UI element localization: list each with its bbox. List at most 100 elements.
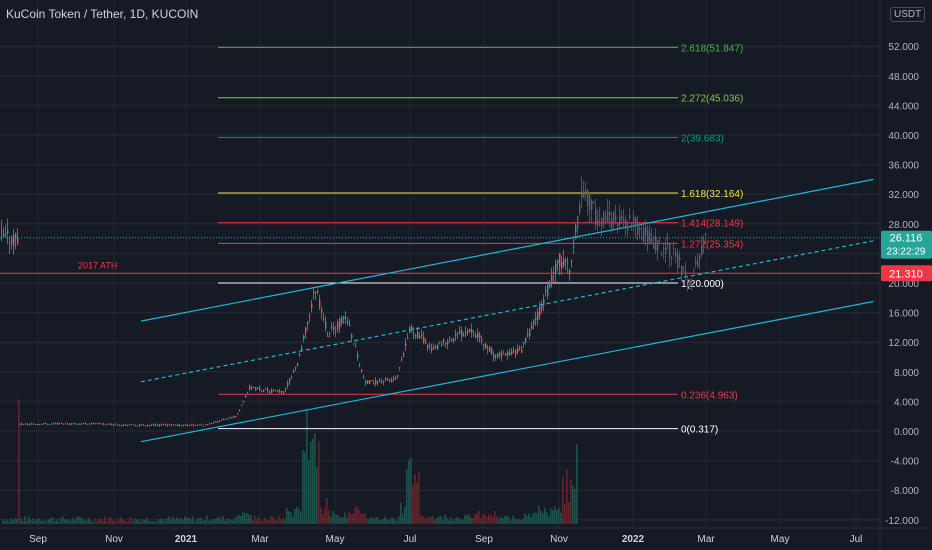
candle-body xyxy=(687,285,689,287)
volume-bar xyxy=(266,519,268,524)
volume-bar xyxy=(302,449,304,524)
volume-bar xyxy=(446,517,448,524)
candle-body xyxy=(137,425,139,427)
volume-bar xyxy=(260,521,262,524)
candle-body xyxy=(319,299,321,307)
candle-body xyxy=(703,242,705,244)
candle-body xyxy=(559,253,561,267)
volume-bar xyxy=(246,513,248,524)
y-tick-label: 20.000 xyxy=(888,279,919,290)
volume-bar xyxy=(206,515,208,524)
volume-bar xyxy=(88,517,90,524)
volume-bar xyxy=(80,517,82,524)
volume-bar xyxy=(42,519,44,524)
candle-body xyxy=(615,215,617,221)
grid xyxy=(0,0,880,528)
volume-bar xyxy=(464,515,466,524)
candle-body xyxy=(567,262,569,264)
candle-body xyxy=(589,194,591,211)
y-tick-label: 32.000 xyxy=(888,190,919,201)
candle-body xyxy=(241,404,243,406)
candle-body xyxy=(409,327,411,332)
volume-bar xyxy=(146,517,148,524)
last-price-value: 26.116 xyxy=(890,233,923,245)
candle-body xyxy=(695,261,697,265)
volume-bar xyxy=(490,514,492,524)
candle-body xyxy=(659,240,661,242)
candle-body xyxy=(291,377,293,379)
candle-body xyxy=(349,324,351,326)
volume-bar xyxy=(422,516,424,524)
fib-label: 0(0.317) xyxy=(681,425,718,436)
volume-bar xyxy=(562,477,564,524)
candle-body xyxy=(47,424,49,425)
candle-body xyxy=(31,423,33,425)
candle-body xyxy=(467,330,469,333)
x-tick-label: May xyxy=(326,534,345,545)
volume-bar xyxy=(10,518,12,524)
candle-body xyxy=(139,424,141,426)
volume-bar xyxy=(198,518,200,524)
candle-body xyxy=(595,207,597,225)
candle-body xyxy=(551,274,553,284)
volume-bar xyxy=(270,515,272,524)
candle-body xyxy=(455,333,457,336)
candle-body xyxy=(385,378,387,381)
volume-bar xyxy=(298,508,300,524)
candle-body xyxy=(117,424,119,426)
candle-body xyxy=(591,200,593,210)
candle-body xyxy=(351,334,353,339)
volume-bar xyxy=(454,518,456,524)
volume-bar xyxy=(248,514,250,524)
candle-body xyxy=(5,232,7,235)
candle-body xyxy=(491,348,493,354)
candle-body xyxy=(479,334,481,338)
candle-body xyxy=(403,353,405,356)
candle-body xyxy=(15,233,17,240)
candle-body xyxy=(305,327,307,334)
candle-body xyxy=(181,425,183,426)
candle-body xyxy=(345,316,347,318)
candle-body xyxy=(431,347,433,351)
candle-body xyxy=(389,380,391,381)
ath-label: 2017 ATH xyxy=(78,260,117,270)
candle-body xyxy=(421,334,423,336)
candle-body xyxy=(433,347,435,350)
volume-bar xyxy=(108,517,110,524)
volume-bar xyxy=(574,488,576,524)
volume-bar xyxy=(36,519,38,524)
volume-bar xyxy=(14,518,16,524)
candle-body xyxy=(227,418,229,420)
candle-body xyxy=(333,327,335,330)
volume-bar xyxy=(92,521,94,524)
volume-bar xyxy=(534,512,536,524)
candle-body xyxy=(651,239,653,243)
volume-bar xyxy=(218,516,220,524)
candle-body xyxy=(685,271,687,278)
candle-body xyxy=(63,424,65,425)
candle-body xyxy=(509,352,511,356)
candle-body xyxy=(367,380,369,384)
volume-bar xyxy=(520,519,522,524)
currency-button[interactable]: USDT xyxy=(890,7,926,22)
candle-body xyxy=(533,320,535,325)
x-tick-label: Jul xyxy=(850,534,863,545)
candle-body xyxy=(211,422,213,424)
volume-bar xyxy=(258,516,260,524)
candle-body xyxy=(157,425,159,426)
volume-bar xyxy=(438,516,440,524)
candle-body xyxy=(611,217,613,229)
volume-bar xyxy=(30,519,32,524)
candle-body xyxy=(449,337,451,339)
volume-bar xyxy=(22,520,24,524)
volume-bar xyxy=(72,517,74,524)
trend-channel[interactable] xyxy=(140,178,874,443)
volume-bar xyxy=(482,514,484,524)
candle-body xyxy=(625,219,627,228)
volume-bar xyxy=(190,518,192,524)
candle-body xyxy=(279,390,281,393)
candle-body xyxy=(273,390,275,391)
candle-body xyxy=(667,243,669,246)
volume-bar xyxy=(186,518,188,524)
